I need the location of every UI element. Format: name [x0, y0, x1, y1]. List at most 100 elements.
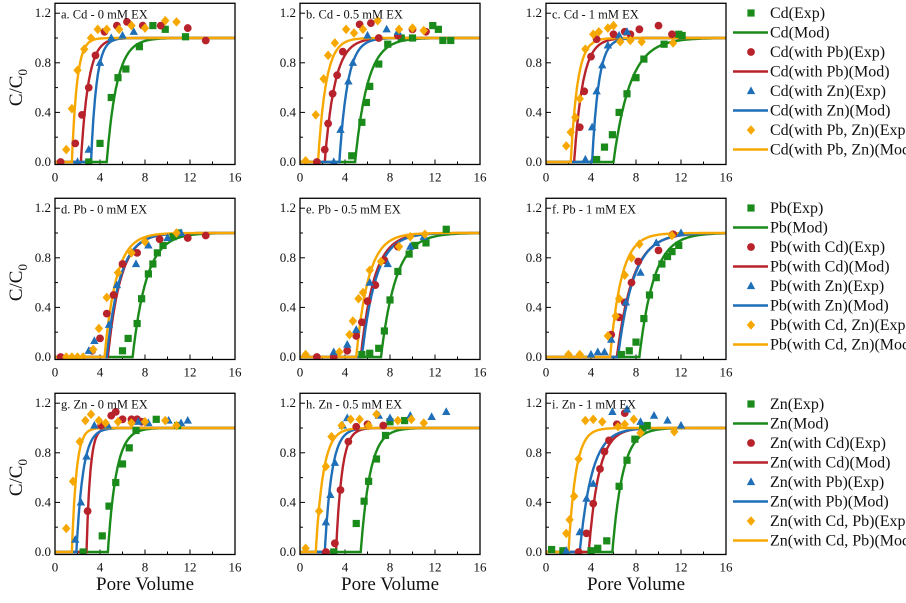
exp-point-triple	[301, 349, 310, 360]
x-tick-label: 16	[229, 364, 243, 379]
exp-point-pair1	[320, 145, 329, 154]
y-tick-label: 1.2	[280, 395, 296, 410]
exp-point-pair1	[156, 21, 165, 30]
exp-point-pair2	[582, 494, 591, 502]
exp-point-base	[434, 25, 442, 33]
exp-point-pair1	[344, 437, 353, 446]
exp-point-base	[380, 327, 388, 335]
model-line-triple	[300, 426, 480, 554]
exp-point-pair1	[654, 21, 663, 30]
x-axis-label: Pore Volume	[341, 574, 439, 595]
exp-point-triple	[127, 248, 136, 258]
y-tick-label: 0.8	[35, 55, 51, 70]
exp-point-pair1	[96, 334, 104, 343]
plot-frame	[545, 392, 727, 556]
exp-point-triple	[616, 36, 625, 47]
exp-point-triple	[603, 331, 613, 341]
exp-point-pair1	[596, 465, 604, 473]
exp-point-triple	[102, 292, 111, 303]
exp-point-triple	[581, 415, 590, 426]
y-tick-label: 0.8	[35, 250, 51, 265]
y-tick-label: 0.8	[526, 55, 542, 70]
x-axis-label: Pore Volume	[96, 574, 194, 595]
y-tick-label: 0.0	[35, 154, 51, 169]
y-axis-label-main: C/C	[6, 76, 27, 107]
exp-point-triple	[301, 155, 310, 165]
exp-point-triple	[94, 323, 104, 334]
panel-title: i. Zn - 1 mM EX	[552, 397, 636, 411]
y-tick-label: 0.8	[526, 445, 542, 460]
plot-frame	[299, 2, 481, 166]
legend-label: Cd(with Pb, Zn)(Mod)	[770, 142, 906, 159]
exp-point-triple	[565, 514, 574, 525]
exp-point-pair2	[329, 157, 338, 165]
x-tick-label: 0	[297, 364, 304, 379]
legend-marker-pair2	[746, 281, 756, 290]
exp-point-triple	[101, 418, 110, 428]
exp-point-base	[631, 435, 639, 443]
y-tick-label: 1.2	[35, 395, 51, 410]
y-axis-label-main: C/C	[6, 466, 27, 497]
exp-point-triple	[598, 417, 607, 427]
y-tick-label: 0.8	[526, 250, 542, 265]
exp-point-pair1	[56, 158, 65, 165]
exp-point-base	[643, 421, 651, 430]
exp-point-pair1	[312, 353, 321, 360]
exp-point-pair2	[593, 347, 602, 356]
exp-point-pair1	[133, 248, 142, 257]
x-tick-label: 4	[342, 364, 349, 379]
x-tick-label: 8	[142, 364, 149, 379]
exp-point-triple	[408, 23, 417, 33]
exp-point-base	[114, 74, 122, 82]
exp-point-triple	[140, 23, 150, 33]
y-tick-label: 0.0	[280, 349, 296, 364]
y-tick-label: 1.2	[35, 200, 51, 215]
legend-label: Cd(with Pb)(Mod)	[770, 64, 890, 81]
y-tick-label: 0.4	[526, 104, 543, 119]
y-tick-label: 0.4	[280, 104, 297, 119]
exp-point-base	[118, 460, 127, 468]
exp-point-pair1	[352, 422, 361, 431]
exp-point-pair1	[575, 123, 584, 132]
exp-point-base	[152, 415, 160, 423]
y-tick-label: 0.8	[280, 445, 296, 460]
x-tick-label: 16	[474, 559, 488, 574]
exp-point-triple	[67, 103, 77, 114]
panel-title: f. Pb - 1 mM EX	[552, 202, 636, 216]
exp-point-pair2	[144, 240, 153, 249]
exp-point-base	[330, 548, 338, 555]
exp-point-triple	[575, 93, 584, 104]
x-tick-label: 12	[184, 364, 197, 379]
y-tick-label: 1.2	[526, 395, 542, 410]
exp-point-pair2	[107, 33, 116, 42]
exp-point-pair1	[321, 548, 330, 555]
exp-point-base	[600, 143, 609, 151]
legend-label: Zn(with Cd, Pb)(Mod)	[770, 533, 906, 550]
x-tick-label: 8	[142, 169, 149, 184]
x-tick-label: 8	[387, 364, 394, 379]
exp-point-pair2	[636, 417, 645, 425]
x-tick-label: 8	[633, 364, 640, 379]
exp-point-base	[381, 431, 390, 440]
y-tick-label: 0.4	[280, 494, 297, 509]
panel-a: 0 4 8 12 16 0.0 0.4 0.8 1.2 a. Cd - 0 mM EX	[35, 2, 242, 184]
exp-point-triple	[629, 414, 638, 425]
legend-label: Pb(Exp)	[770, 200, 823, 217]
exp-point-pair1	[328, 89, 337, 98]
exp-point-base	[181, 33, 190, 41]
plot-frame	[299, 197, 481, 361]
exp-point-pair2	[112, 280, 122, 289]
x-tick-label: 16	[229, 559, 243, 574]
exp-point-base	[675, 241, 683, 249]
plot-frame	[54, 197, 236, 361]
legend-label: Pb(with Cd)(Mod)	[770, 259, 890, 276]
exp-point-base	[348, 152, 356, 160]
exp-point-triple	[140, 236, 150, 247]
exp-point-base	[615, 108, 623, 116]
exp-point-pair1	[312, 158, 321, 165]
y-tick-label: 1.2	[35, 5, 51, 20]
exp-point-base	[617, 350, 625, 359]
plot-area	[546, 404, 726, 555]
exp-point-triple	[613, 421, 623, 432]
